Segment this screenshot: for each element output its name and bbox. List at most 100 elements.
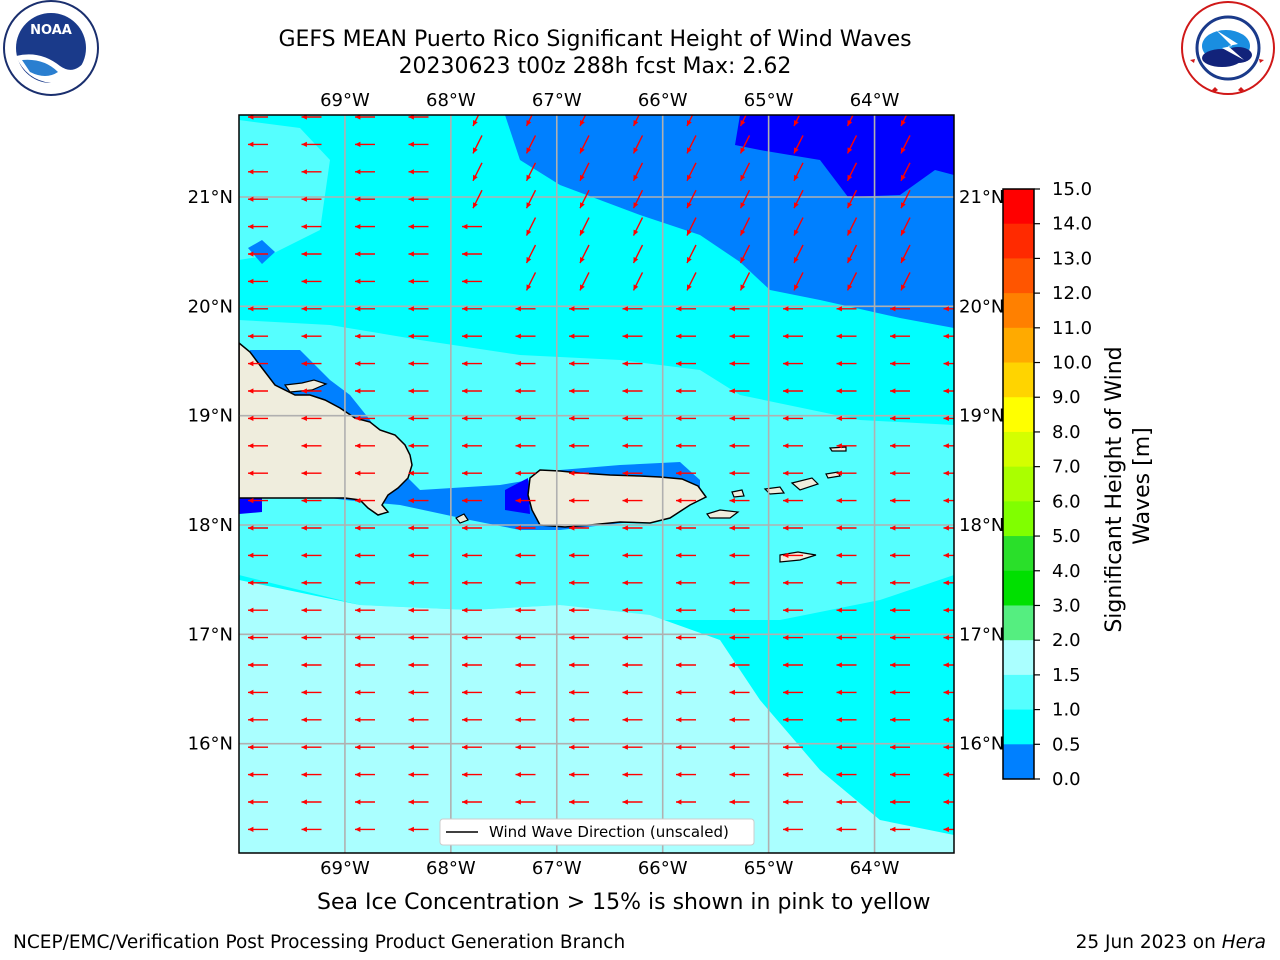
wave-arrow: [462, 360, 482, 367]
wave-arrow: [953, 125, 954, 126]
wave-arrow: [632, 115, 640, 127]
wave-arrow: [676, 333, 696, 339]
wave-arrow: [462, 607, 482, 613]
wave-arrow: [248, 443, 268, 449]
wave-arrow: [729, 388, 750, 394]
colorbar-tick-label: 0.5: [1052, 734, 1081, 755]
wave-arrow: [890, 443, 910, 449]
wave-arrow: [739, 272, 751, 291]
wave-arrow: [900, 162, 911, 182]
sea-ice-note: Sea Ice Concentration > 15% is shown in …: [317, 890, 931, 915]
colorbar-tick-label: 4.0: [1052, 561, 1081, 582]
colorbar-tick-label: 15.0: [1052, 179, 1092, 200]
wave-arrow: [836, 662, 857, 668]
colorbar-tick-label: 13.0: [1052, 248, 1092, 269]
wave-arrow: [408, 141, 429, 148]
wave-arrow: [472, 115, 480, 127]
wave-arrow: [676, 497, 696, 504]
lat-label-left: 21°N: [188, 187, 233, 208]
wave-arrow: [846, 135, 858, 154]
wave-arrow: [676, 607, 696, 613]
colorbar-title-line2: Waves [m]: [1130, 427, 1155, 544]
colorbar-segment: [1003, 674, 1034, 711]
wave-arrow: [836, 552, 857, 559]
wave-arrow: [472, 162, 483, 182]
lon-label-top: 66°W: [638, 90, 688, 111]
wave-arrow: [846, 272, 858, 291]
colorbar-tick-label: 1.0: [1052, 700, 1081, 721]
wave-arrow: [355, 634, 375, 641]
wave-arrow: [515, 744, 536, 750]
colorbar-tick-label: 0.0: [1052, 769, 1081, 790]
wave-arrow: [248, 580, 268, 586]
wave-arrow: [472, 189, 483, 209]
wave-arrow: [462, 744, 482, 750]
wave-arrow: [462, 580, 482, 586]
wave-arrow: [301, 223, 322, 230]
lon-label-bottom: 68°W: [426, 858, 476, 879]
wave-arrow: [632, 189, 644, 209]
wave-arrow: [783, 689, 803, 696]
wave-arrow: [408, 278, 429, 285]
wave-arrow: [248, 333, 268, 339]
wave-arrow: [846, 162, 858, 182]
wave-arrow: [301, 799, 322, 805]
lon-labels-top: 69°W 68°W 67°W 66°W 65°W 64°W: [320, 90, 900, 111]
wave-arrow: [783, 443, 803, 449]
tortuga-island: [283, 379, 328, 393]
wind-wave-arrows: [248, 115, 954, 833]
wave-arrow: [248, 717, 268, 723]
wave-arrow: [836, 497, 857, 504]
wave-arrow: [408, 497, 429, 504]
wave-arrow: [729, 360, 750, 367]
wave-arrow: [569, 771, 589, 778]
wave-arrow: [462, 771, 482, 778]
wave-arrow: [686, 217, 697, 236]
wave-arrow: [462, 470, 482, 476]
wave-arrow: [248, 799, 268, 805]
wave-arrow: [836, 744, 857, 750]
wave-arrow: [301, 388, 322, 394]
wave-arrow: [515, 607, 536, 613]
wave-arrow: [248, 141, 268, 148]
wave-arrow: [890, 552, 910, 559]
wave-arrow: [462, 223, 482, 230]
wave-arrow: [729, 717, 750, 723]
wave-arrow: [301, 333, 322, 339]
wave-arrow: [783, 333, 803, 339]
colorbar-segment: [1003, 362, 1034, 398]
noaa-logo-text: NOAA: [30, 23, 72, 38]
wave-arrow: [301, 360, 322, 367]
wave-arrow: [515, 497, 536, 504]
wave-arrow: [301, 552, 322, 559]
wave-arrow: [793, 217, 804, 236]
wave-arrow: [622, 525, 643, 531]
wave-arrow: [462, 333, 482, 339]
wave-arrow: [836, 771, 857, 778]
lat-label-right: 16°N: [959, 734, 1004, 755]
wave-arrow: [355, 306, 375, 312]
wave-arrow: [836, 607, 857, 613]
wave-arrow: [622, 497, 643, 504]
wave-arrow: [525, 244, 537, 264]
wave-arrow: [248, 689, 268, 696]
wave-arrow: [515, 580, 536, 586]
wave-arrow: [301, 470, 322, 476]
colorbar-tick-label: 5.0: [1052, 526, 1081, 547]
lat-label-left: 20°N: [188, 296, 233, 317]
wave-arrow: [783, 552, 803, 559]
lon-labels-bottom: 69°W 68°W 67°W 66°W 65°W 64°W: [320, 858, 900, 879]
wave-arrow: [890, 580, 910, 586]
wave-arrow: [579, 189, 590, 209]
wave-arrow: [248, 744, 268, 750]
wave-arrow: [953, 235, 954, 236]
wave-arrow: [248, 278, 268, 285]
wave-arrow: [408, 525, 429, 531]
st-croix-island: [779, 551, 817, 563]
wave-arrow: [632, 135, 644, 154]
wave-arrow: [248, 470, 268, 476]
wave-arrow: [408, 443, 429, 449]
wave-arrow: [836, 306, 857, 312]
wave-arrow: [301, 196, 322, 202]
lat-label-left: 17°N: [188, 624, 233, 645]
